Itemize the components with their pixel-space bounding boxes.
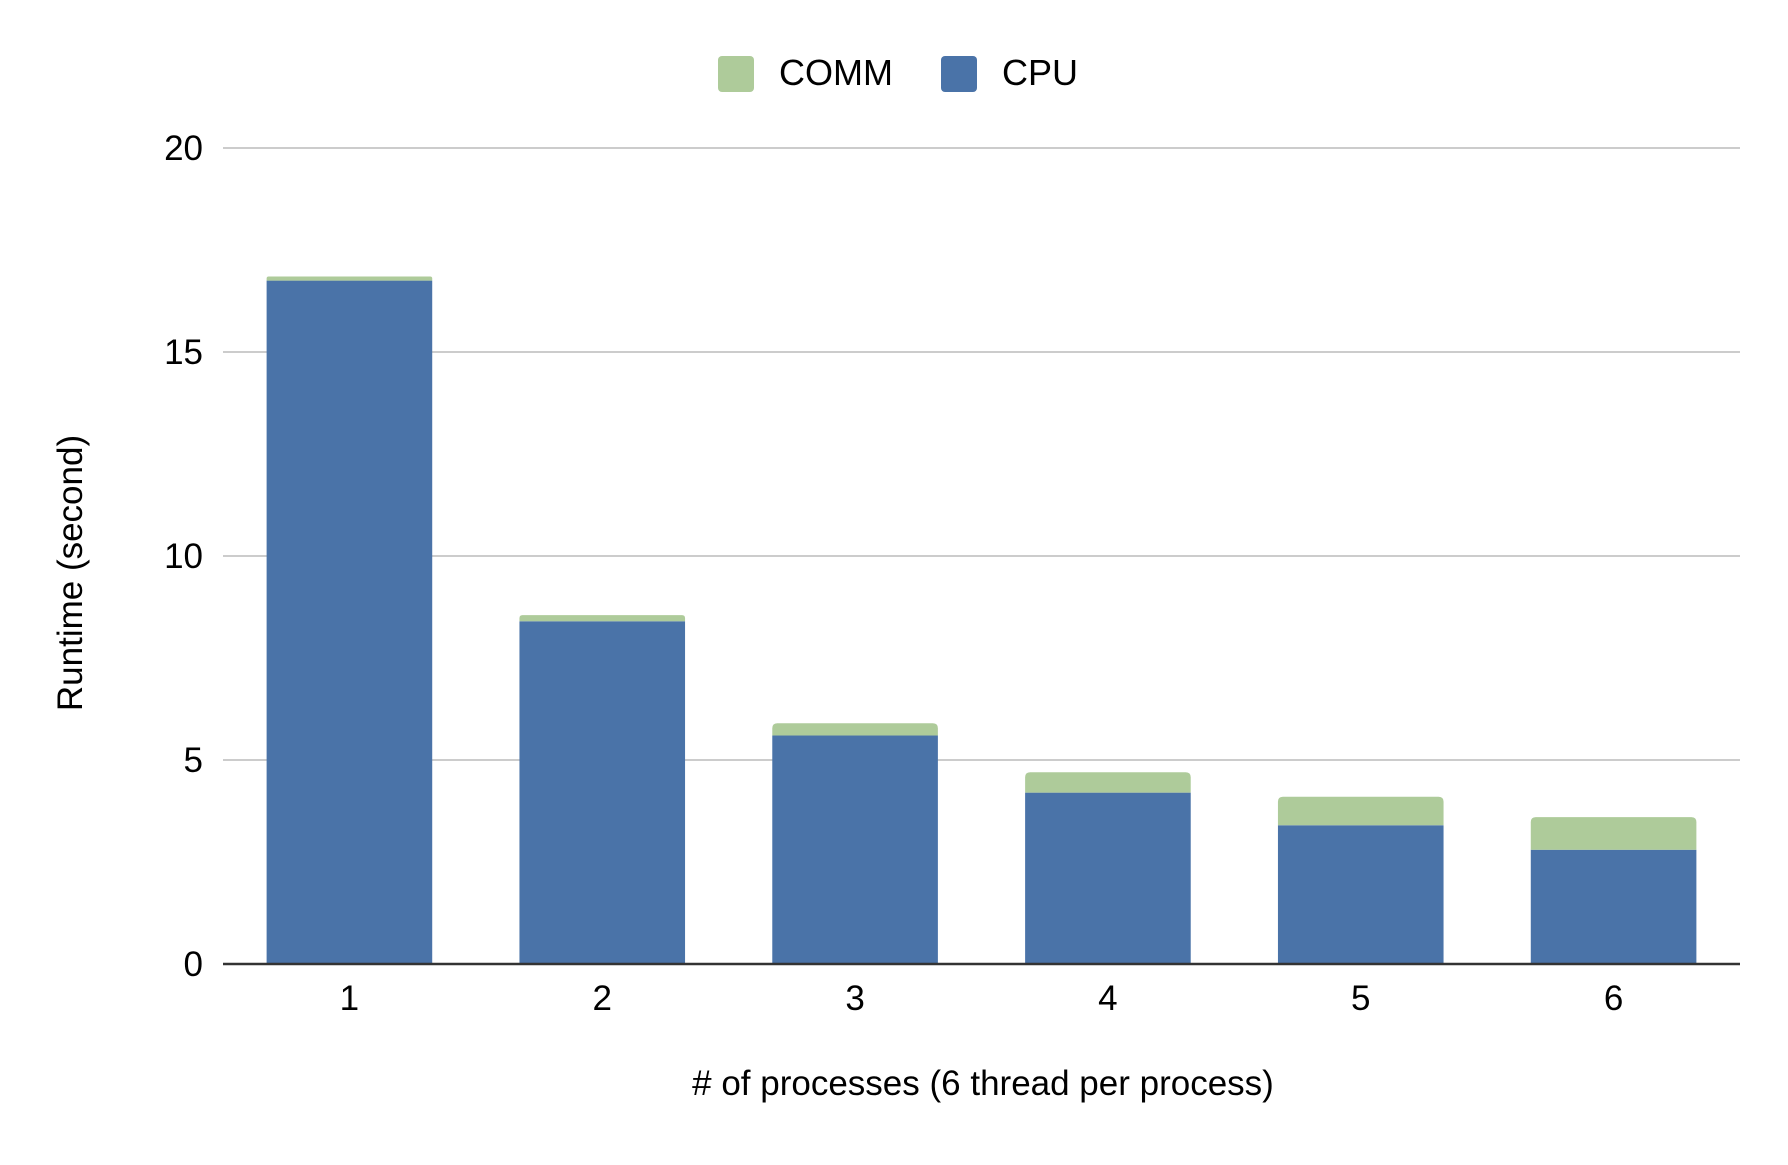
y-tick-label: 5 <box>184 741 203 780</box>
y-tick-label: 10 <box>164 537 203 576</box>
x-axis-title: # of processes (6 thread per process) <box>692 1064 1274 1103</box>
bar-segment-comm <box>772 723 938 736</box>
x-tick-label: 4 <box>1098 979 1117 1018</box>
gridlines <box>223 147 1740 761</box>
bars <box>266 276 1697 965</box>
bar-segment-cpu <box>1530 849 1697 964</box>
bar-segment-comm <box>1277 796 1444 826</box>
y-tick-label: 15 <box>164 333 203 372</box>
bar-segment-comm <box>266 276 433 281</box>
x-tick-labels: 1 2 3 4 5 6 <box>340 979 1624 1018</box>
y-tick-label: 0 <box>184 945 203 984</box>
bar-segment-comm <box>1025 772 1191 793</box>
y-tick-label: 20 <box>164 129 203 168</box>
x-tick-label: 3 <box>845 979 864 1018</box>
bar-segment-comm <box>1530 817 1697 850</box>
legend-label-comm: COMM <box>779 52 893 93</box>
bar-segment-comm <box>519 615 686 622</box>
bar-segment-cpu <box>266 280 433 965</box>
bar-segment-cpu <box>1025 792 1191 964</box>
bar-segment-cpu <box>519 621 686 964</box>
y-tick-labels: 0 5 10 15 20 <box>164 129 203 984</box>
x-tick-label: 1 <box>340 979 359 1018</box>
x-tick-label: 2 <box>593 979 612 1018</box>
y-axis-title: Runtime (second) <box>51 435 90 711</box>
bar-segment-cpu <box>1277 825 1444 964</box>
legend-label-cpu: CPU <box>1002 52 1078 93</box>
x-tick-label: 5 <box>1351 979 1370 1018</box>
x-tick-label: 6 <box>1604 979 1623 1018</box>
legend: COMM CPU <box>718 52 1078 93</box>
bar-segment-cpu <box>772 735 938 964</box>
legend-swatch-cpu <box>941 56 977 92</box>
legend-swatch-comm <box>718 56 754 92</box>
